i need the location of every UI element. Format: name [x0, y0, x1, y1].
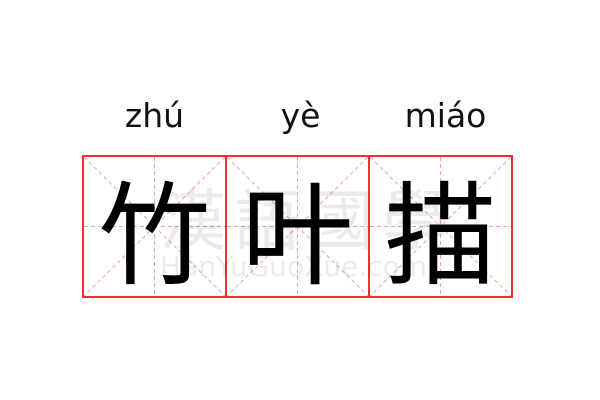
guide-lines [84, 157, 225, 296]
character-cell: 竹 [82, 155, 227, 302]
character-grid: 竹 叶 描 [82, 155, 518, 302]
character: 描 [384, 171, 497, 302]
character: 叶 [241, 171, 354, 302]
pinyin-3: miáo [404, 96, 487, 135]
pinyin-2: yè [280, 96, 321, 135]
guide-lines [227, 157, 368, 296]
character-cell: 描 [368, 155, 513, 302]
character-cell: 叶 [225, 155, 370, 302]
pinyin-1: zhú [124, 96, 185, 135]
guide-lines [370, 157, 511, 296]
character: 竹 [98, 171, 211, 302]
